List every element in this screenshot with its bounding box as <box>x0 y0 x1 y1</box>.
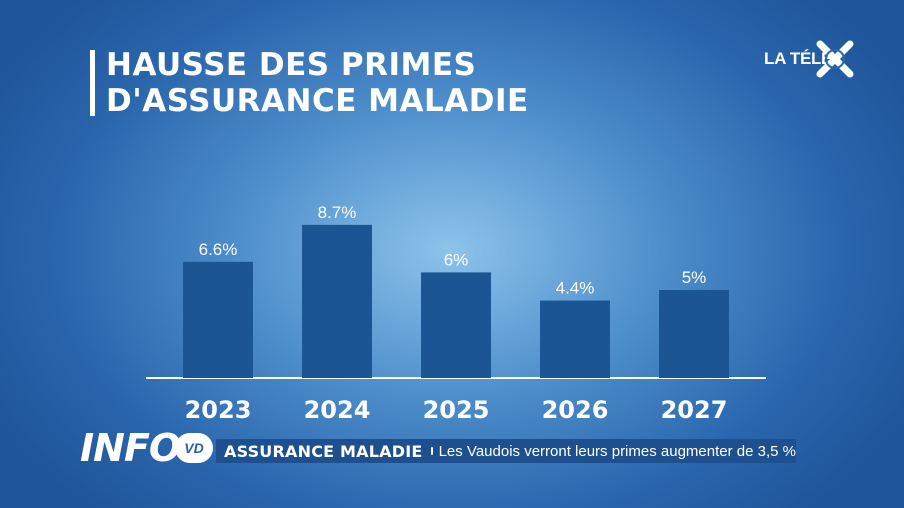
channel-logo: LA TÉLÉ <box>764 36 856 82</box>
vd-badge: VD <box>175 433 213 463</box>
data-label-2025: 6% <box>444 250 469 269</box>
x-tick-label-2026: 2026 <box>542 396 609 424</box>
data-label-2027: 5% <box>682 268 707 287</box>
data-label-2023: 6.6% <box>199 240 238 259</box>
bullet-icon <box>430 447 433 455</box>
x-tick-label-2025: 2025 <box>423 396 490 424</box>
bar-2026 <box>540 300 610 378</box>
bar-2024 <box>302 224 372 378</box>
news-ticker: INFO VD ASSURANCE MALADIE Les Vaudois ve… <box>80 428 800 468</box>
info-brand-logo: INFO <box>80 426 181 470</box>
ticker-topic: ASSURANCE MALADIE <box>224 441 423 461</box>
x-tick-label-2024: 2024 <box>304 396 371 424</box>
logo-text: LA TÉLÉ <box>764 49 833 68</box>
data-label-2024: 8.7% <box>318 203 357 222</box>
page-title: HAUSSE DES PRIMES D'ASSURANCE MALADIE <box>106 47 529 119</box>
title-line-2: D'ASSURANCE MALADIE <box>106 83 529 119</box>
x-tick-label-2023: 2023 <box>185 396 252 424</box>
ticker-band: ASSURANCE MALADIE Les Vaudois verront le… <box>216 439 796 463</box>
ticker-headline: Les Vaudois verront leurs primes augment… <box>438 442 796 460</box>
title-line-1: HAUSSE DES PRIMES <box>106 47 477 83</box>
x-tick-label-2027: 2027 <box>661 396 728 424</box>
bar-2023 <box>183 261 253 378</box>
title-accent-bar <box>90 50 95 116</box>
bar-2027 <box>659 290 729 378</box>
data-label-2026: 4.4% <box>556 279 595 298</box>
bar-2025 <box>421 272 491 378</box>
x-logo-icon <box>816 40 854 78</box>
